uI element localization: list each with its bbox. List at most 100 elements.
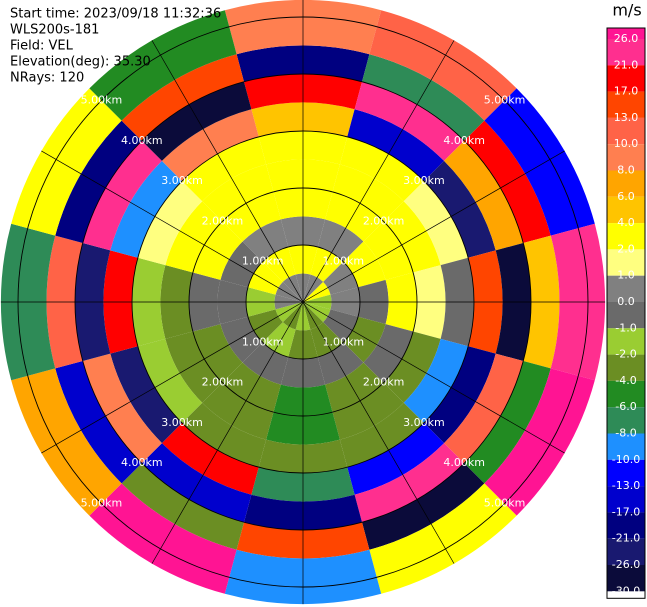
- range-ring-label: 1.00km: [242, 255, 284, 268]
- velocity-cell: [165, 201, 223, 273]
- velocity-cell: [55, 361, 142, 484]
- velocity-cell: [110, 346, 183, 444]
- range-ring-label: 2.00km: [363, 376, 405, 389]
- velocity-cell: [332, 164, 404, 222]
- colorbar-tick-label: -10.0: [612, 453, 640, 466]
- colorbar-bin: [607, 407, 645, 434]
- range-ring-label: 2.00km: [202, 214, 244, 227]
- velocity-cell: [332, 382, 404, 440]
- velocity-cell: [310, 246, 344, 282]
- velocity-cell: [362, 463, 485, 550]
- velocity-cell: [383, 331, 441, 403]
- colorbar-bin: [607, 512, 645, 539]
- colorbar-tick-label: 8.0: [617, 164, 635, 177]
- velocity-cell: [11, 88, 122, 236]
- colorbar-bin: [607, 328, 645, 355]
- velocity-cell: [82, 140, 162, 251]
- azimuth-spoke: [41, 301, 304, 454]
- colorbar-bin: [607, 538, 645, 565]
- range-ring-label: 4.00km: [443, 134, 485, 147]
- azimuth-spoke: [302, 150, 565, 303]
- velocity-cell: [137, 181, 203, 266]
- range-ring-label: 1.00km: [323, 255, 365, 268]
- range-ring-label: 4.00km: [443, 456, 485, 469]
- colorbar-tick-label: -8.0: [615, 427, 636, 440]
- velocity-cell: [165, 331, 223, 403]
- velocity-cell: [275, 302, 303, 323]
- colorbar-unit: m/s: [612, 1, 641, 20]
- colorbar-tick-label: -13.0: [612, 479, 640, 492]
- velocity-cell: [339, 402, 424, 468]
- colorbar-bin: [607, 459, 645, 487]
- info-line: Start time: 2023/09/18 11:32:36: [10, 7, 221, 22]
- velocity-cell: [303, 302, 331, 323]
- colorbar-bin: [607, 117, 645, 145]
- velocity-cell: [403, 338, 469, 423]
- colorbar-tick-label: -1.0: [615, 321, 636, 334]
- colorbar-bin: [607, 28, 645, 39]
- velocity-cell: [464, 361, 551, 484]
- velocity-cell: [362, 54, 485, 141]
- colorbar: 26.0 21.0 17.0 13.0 10.0 8.0 6.0 4.0 2.0 1.0 0.0 -1…: [606, 27, 646, 599]
- velocity-cell: [325, 191, 384, 242]
- azimuth-spoke: [302, 301, 565, 454]
- range-ring-label: 1.00km: [242, 335, 284, 348]
- azimuth-spoke: [41, 150, 304, 303]
- velocity-cell: [303, 281, 331, 302]
- velocity-cell: [444, 140, 524, 251]
- velocity-cell: [282, 302, 303, 330]
- colorbar-bin: [607, 275, 645, 302]
- velocity-cell: [141, 443, 252, 523]
- colorbar-bin: [607, 170, 645, 197]
- colorbar-bin: [607, 196, 645, 224]
- range-ring: [74, 73, 532, 531]
- velocity-cell: [202, 382, 274, 440]
- velocity-cell: [325, 362, 384, 413]
- velocity-cell: [121, 54, 244, 141]
- colorbar-tick-label: 26.0: [614, 32, 639, 45]
- colorbar-bin: [607, 302, 645, 329]
- colorbar-tick-label: 21.0: [614, 58, 639, 71]
- range-ring-label: 3.00km: [403, 174, 445, 187]
- azimuth-spoke: [302, 301, 455, 564]
- velocity-cell: [369, 483, 517, 594]
- velocity-cell: [347, 422, 445, 495]
- velocity-cell: [310, 322, 344, 358]
- colorbar-tick-label: 4.0: [617, 216, 635, 229]
- velocity-cell: [464, 120, 551, 243]
- velocity-cell: [444, 353, 524, 464]
- range-ring: [131, 130, 475, 474]
- velocity-cell: [363, 324, 414, 383]
- colorbar-bin: [607, 354, 645, 381]
- overlay: 1.00km 1.00km 1.00km 1.00km 2.00km 2.00km 2.00…: [0, 0, 606, 605]
- velocity-cell: [423, 160, 496, 258]
- velocity-cell: [354, 443, 465, 523]
- velocity-cell: [222, 191, 281, 242]
- velocity-cell: [192, 221, 243, 280]
- velocity-cell: [161, 422, 259, 495]
- colorbar-bin: [607, 223, 645, 250]
- velocity-cell: [110, 160, 183, 258]
- colorbar-bin: [607, 380, 645, 408]
- velocity-cell: [141, 81, 252, 161]
- colorbar-bin: [607, 91, 645, 118]
- velocity-cell: [222, 362, 281, 413]
- range-ring: [188, 187, 418, 417]
- range-ring-label: 1.00km: [323, 335, 365, 348]
- azimuth-spoke: [151, 40, 304, 303]
- velocity-cell: [303, 274, 324, 302]
- range-ring-label: 5.00km: [484, 497, 526, 510]
- colorbar-tick-label: -6.0: [615, 400, 636, 413]
- velocity-cell: [323, 309, 359, 343]
- velocity-cell: [484, 368, 595, 516]
- range-ring: [245, 244, 361, 360]
- velocity-cell: [303, 302, 324, 330]
- colorbar-tick-label: 17.0: [614, 85, 639, 98]
- azimuth-spoke: [151, 301, 304, 564]
- velocity-cell: [347, 109, 445, 182]
- colorbar-tick-label: 13.0: [614, 111, 639, 124]
- colorbar-tick-label: 6.0: [617, 190, 635, 203]
- colorbar-tick-label: -17.0: [612, 505, 640, 518]
- info-line: WLS200s-181: [10, 23, 99, 38]
